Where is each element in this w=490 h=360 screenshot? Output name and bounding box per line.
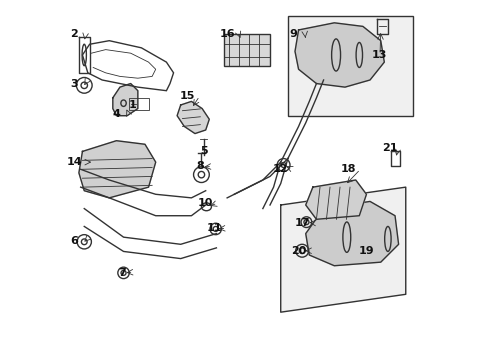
Text: 4: 4: [113, 109, 121, 119]
Polygon shape: [113, 84, 138, 116]
Bar: [129, 98, 148, 111]
Polygon shape: [281, 187, 406, 312]
Text: 6: 6: [70, 236, 78, 246]
Text: 8: 8: [196, 161, 204, 171]
Text: 20: 20: [291, 247, 306, 256]
Polygon shape: [306, 180, 367, 219]
Text: 5: 5: [200, 147, 208, 157]
Text: 12: 12: [273, 164, 289, 174]
Text: 14: 14: [67, 157, 82, 167]
Text: 9: 9: [289, 28, 297, 39]
Text: 16: 16: [220, 28, 235, 39]
Polygon shape: [177, 102, 209, 134]
Text: 2: 2: [71, 28, 78, 39]
Text: 18: 18: [341, 164, 356, 174]
Text: 21: 21: [382, 143, 397, 153]
Text: 13: 13: [371, 50, 387, 60]
Text: 1: 1: [128, 100, 136, 110]
Polygon shape: [295, 23, 384, 87]
Text: 19: 19: [359, 247, 374, 256]
Text: 10: 10: [198, 198, 213, 208]
Text: 3: 3: [71, 78, 78, 89]
Text: 15: 15: [180, 91, 196, 101]
Text: 7: 7: [118, 268, 125, 278]
Polygon shape: [306, 202, 398, 266]
Text: 17: 17: [294, 218, 310, 228]
Bar: [223, 33, 270, 66]
Text: 11: 11: [207, 223, 222, 233]
Bar: [288, 16, 413, 116]
Polygon shape: [79, 141, 156, 198]
